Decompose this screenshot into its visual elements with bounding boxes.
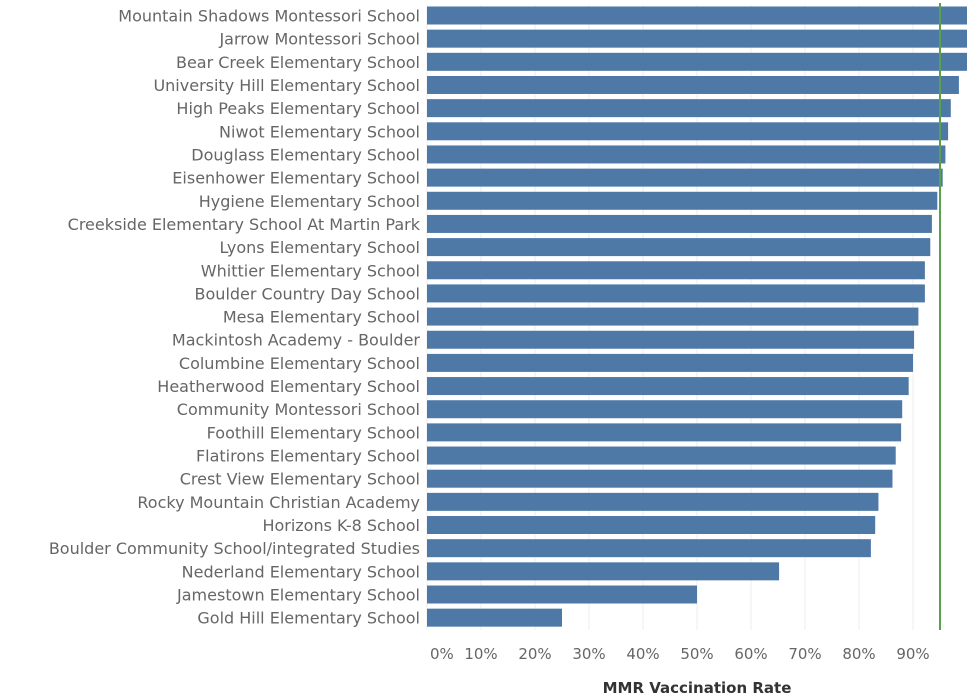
bar[interactable] — [427, 99, 951, 118]
category-label: Heatherwood Elementary School — [157, 377, 420, 396]
category-label: Creekside Elementary School At Martin Pa… — [68, 215, 421, 234]
category-label: Boulder Country Day School — [195, 284, 420, 303]
category-label: Mesa Elementary School — [223, 308, 420, 327]
category-label: Bear Creek Elementary School — [176, 53, 420, 72]
x-tick-label: 0% — [430, 645, 454, 663]
bar[interactable] — [427, 6, 967, 25]
category-label: Niwot Elementary School — [219, 122, 420, 141]
bar[interactable] — [427, 469, 893, 488]
category-label: Jamestown Elementary School — [176, 586, 420, 605]
bar[interactable] — [427, 423, 902, 442]
category-label: University Hill Elementary School — [153, 76, 420, 95]
category-label: Whittier Elementary School — [201, 261, 420, 280]
bar[interactable] — [427, 191, 938, 210]
bar[interactable] — [427, 562, 780, 581]
category-label: Mackintosh Academy - Boulder — [172, 331, 421, 350]
bar[interactable] — [427, 516, 876, 535]
category-label: Community Montessori School — [177, 400, 420, 419]
x-tick-label: 10% — [464, 645, 497, 663]
category-label: Columbine Elementary School — [179, 354, 420, 373]
x-tick-label: 70% — [788, 645, 821, 663]
bar[interactable] — [427, 492, 879, 511]
category-label: Foothill Elementary School — [207, 423, 420, 442]
x-tick-label: 60% — [734, 645, 767, 663]
category-label: Nederland Elementary School — [182, 562, 420, 581]
category-label: Jarrow Montessori School — [218, 30, 420, 49]
category-labels: Mountain Shadows Montessori School Jarrow… — [49, 7, 421, 628]
category-label: Lyons Elementary School — [219, 238, 420, 257]
x-tick-label: 30% — [572, 645, 605, 663]
bar[interactable] — [427, 307, 919, 326]
bar[interactable] — [427, 377, 909, 396]
x-tick-label: 40% — [626, 645, 659, 663]
category-label: Horizons K-8 School — [262, 516, 420, 535]
bar[interactable] — [427, 539, 871, 558]
bar[interactable] — [427, 330, 915, 349]
category-label: Crest View Elementary School — [180, 470, 420, 489]
category-label: Rocky Mountain Christian Academy — [137, 493, 420, 512]
bar[interactable] — [427, 400, 903, 419]
x-tick-label: 90% — [896, 645, 929, 663]
bar[interactable] — [427, 446, 896, 465]
category-label: Boulder Community School/integrated Stud… — [49, 539, 420, 558]
x-tick-label: 80% — [842, 645, 875, 663]
bar[interactable] — [427, 52, 967, 71]
x-axis-ticks: 0% 10% 20% 30% 40% 50% 60% 70% 80% 90% — [430, 645, 930, 663]
x-tick-label: 50% — [680, 645, 713, 663]
bar[interactable] — [427, 353, 913, 372]
bar[interactable] — [427, 238, 931, 257]
x-axis-title: MMR Vaccination Rate — [603, 679, 792, 697]
bar[interactable] — [427, 261, 925, 280]
bar[interactable] — [427, 284, 925, 303]
bar[interactable] — [427, 608, 562, 627]
category-label: Gold Hill Elementary School — [197, 609, 420, 628]
bars — [427, 6, 967, 627]
category-label: Mountain Shadows Montessori School — [118, 7, 420, 26]
category-label: Hygiene Elementary School — [199, 192, 420, 211]
bar[interactable] — [427, 168, 943, 187]
bar[interactable] — [427, 75, 959, 94]
bar[interactable] — [427, 145, 946, 164]
category-label: High Peaks Elementary School — [176, 99, 420, 118]
category-label: Douglass Elementary School — [191, 145, 420, 164]
category-label: Eisenhower Elementary School — [172, 169, 420, 188]
bar[interactable] — [427, 214, 932, 233]
category-label: Flatirons Elementary School — [196, 447, 420, 466]
bar[interactable] — [427, 29, 967, 48]
bar[interactable] — [427, 585, 697, 604]
bar[interactable] — [427, 122, 949, 141]
x-tick-label: 20% — [518, 645, 551, 663]
